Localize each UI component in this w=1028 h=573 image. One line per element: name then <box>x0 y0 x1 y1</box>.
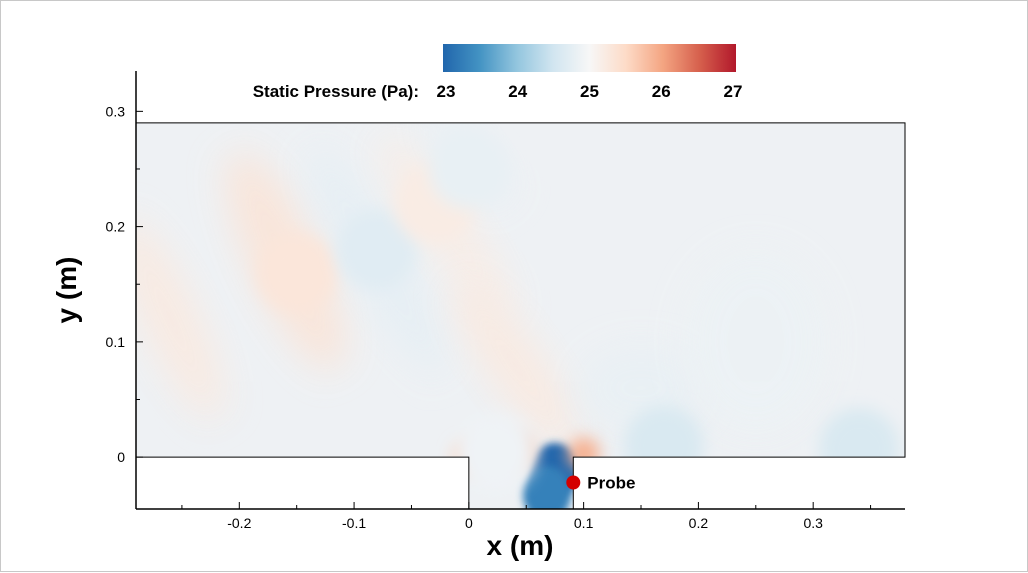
high-pressure-region <box>567 437 600 470</box>
low-pressure-region <box>455 412 536 493</box>
y-axis-title: y (m) <box>51 257 82 324</box>
x-tick-label: 0.3 <box>803 515 823 531</box>
y-tick-label: 0 <box>117 449 125 465</box>
colorbar-tick-label: 23 <box>437 82 456 101</box>
colorbar-gradient <box>443 44 736 72</box>
y-tick-label: 0.3 <box>106 103 126 119</box>
y-tick-label: 0.2 <box>106 219 126 235</box>
colorbar-label: Static Pressure (Pa): <box>253 82 419 101</box>
pressure-field <box>136 122 905 510</box>
probe-label: Probe <box>587 473 635 492</box>
x-tick-label: -0.2 <box>227 515 251 531</box>
low-pressure-region <box>819 407 900 488</box>
low-pressure-region <box>522 466 571 510</box>
x-axis-title: x (m) <box>487 530 554 561</box>
colorbar-tick-label: 25 <box>580 82 599 101</box>
low-pressure-region <box>623 405 704 486</box>
probe-marker <box>566 475 581 490</box>
colorbar-tick-label: 26 <box>652 82 671 101</box>
colorbar: Static Pressure (Pa): 23 24 25 26 27 <box>253 44 743 101</box>
annotations: Probe <box>566 473 635 492</box>
high-pressure-region <box>256 232 337 313</box>
colorbar-tick-label: 27 <box>724 82 743 101</box>
x-tick-label: 0 <box>465 515 473 531</box>
low-pressure-region <box>428 128 509 209</box>
low-pressure-region <box>337 209 418 290</box>
axes: -0.2 -0.1 0 0.1 0.2 0.3 0 0.1 0.2 0.3 <box>106 71 905 531</box>
x-tick-label: 0.1 <box>574 515 594 531</box>
x-tick-label: 0.2 <box>689 515 709 531</box>
colorbar-tick-label: 24 <box>508 82 527 101</box>
y-tick-label: 0.1 <box>106 334 126 350</box>
pressure-wave-band <box>452 281 577 449</box>
x-tick-label: -0.1 <box>342 515 366 531</box>
pressure-wave-band <box>685 251 826 432</box>
pressure-wave-band <box>136 218 224 420</box>
